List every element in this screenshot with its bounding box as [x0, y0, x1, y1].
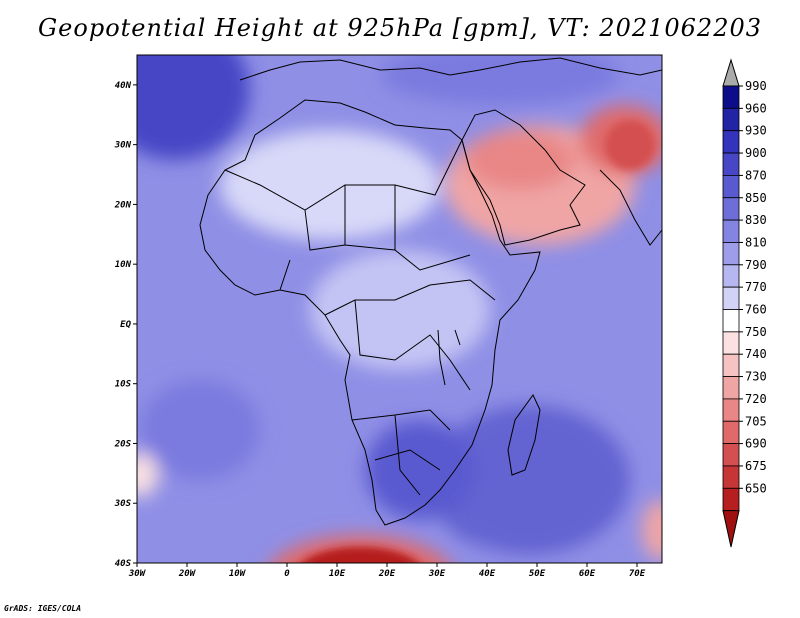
lat-label: EQ: [120, 320, 131, 330]
madagascar-coastline: [507, 394, 541, 476]
borders-north: [224, 139, 471, 271]
longitude-axis: 30W 20W 10W 0 10E 20E 30E 40E 50E 60E 70E: [128, 563, 646, 579]
lat-label: 40N: [115, 81, 132, 91]
colorbar-swatch: [722, 219, 740, 243]
colorbar-label: 705: [745, 414, 767, 428]
band-south-indian: [430, 405, 630, 555]
lat-label: 30N: [114, 141, 132, 151]
colorbar-swatch: [722, 130, 740, 154]
colorbar-label: 960: [745, 101, 767, 115]
colorbar-label: 770: [745, 280, 767, 294]
colorbar-swatch: [722, 242, 740, 266]
lat-label: 20N: [114, 200, 132, 210]
central-africa: [310, 250, 490, 370]
southern-ocean-core: [301, 547, 419, 563]
lon-label: 10W: [229, 569, 247, 579]
band-south-atlantic: [140, 380, 260, 480]
se-edge-low: [642, 500, 662, 560]
lat-label: 20S: [114, 439, 132, 449]
colorbar-swatch: [722, 443, 740, 467]
sahara-plateau: [220, 130, 440, 240]
lat-label: 30S: [114, 499, 132, 509]
colorbar-label: 850: [745, 191, 767, 205]
colorbar-swatch: [722, 420, 740, 445]
india-coastline: [599, 169, 662, 246]
borders-south: [351, 409, 451, 496]
sw-edge-low: [137, 453, 158, 497]
low-northwest: [137, 55, 250, 160]
colorbar-swatch: [722, 353, 740, 377]
colorbar-swatch: [722, 487, 740, 512]
colorbar-label: 690: [745, 437, 767, 451]
lat-label: 10N: [115, 260, 132, 270]
colorbar-top-arrow: [722, 58, 740, 87]
colorbar-label: 760: [745, 303, 767, 317]
lat-label: 40S: [115, 559, 132, 569]
colorbar-bottom-arrow: [722, 510, 740, 548]
africa-coastline: [199, 99, 541, 526]
credit-text: GrADS: IGES/COLA: [4, 604, 82, 613]
map-frame: [136, 54, 663, 564]
colorbar-swatch: [722, 85, 740, 109]
colorbar-swatch: [722, 197, 740, 221]
colorbar-swatch: [722, 264, 740, 288]
geopotential-field: [137, 55, 662, 563]
colorbar-label: 675: [745, 459, 767, 473]
high-southern-africa: [365, 420, 475, 520]
colorbar-label: 810: [745, 235, 767, 249]
latitude-axis: 40N 30N 20N 10N EQ 10S 20S 30S 40S: [114, 81, 137, 569]
coastlines-and-borders: [199, 57, 662, 526]
colorbar-swatch: [722, 398, 740, 422]
lon-label: 30E: [428, 569, 446, 579]
lon-label: 0: [284, 569, 290, 579]
colorbar-label: 830: [745, 213, 767, 227]
lon-label: 70E: [629, 569, 646, 579]
lon-label: 20W: [178, 569, 197, 579]
europe-coastline: [239, 57, 662, 81]
rift-lakes: [437, 329, 461, 386]
borders-central: [279, 259, 496, 391]
colorbar-label: 900: [745, 146, 767, 160]
colorbar-label: 740: [745, 347, 767, 361]
lon-label: 20E: [378, 569, 396, 579]
lon-label: 10E: [329, 569, 346, 579]
colorbar-label: 650: [745, 481, 767, 495]
colorbar-swatch: [722, 107, 740, 132]
colorbar-swatch: [722, 465, 740, 489]
gulf-low: [465, 130, 575, 190]
thar-core: [605, 120, 655, 170]
colorbar-swatch: [722, 286, 740, 310]
chart-title: Geopotential Height at 925hPa [gpm], VT:…: [38, 14, 762, 42]
colorbar-label: 990: [745, 79, 767, 93]
colorbar-swatch: [722, 309, 740, 333]
lon-label: 30W: [128, 569, 147, 579]
colorbar-swatch: [722, 174, 740, 199]
colorbar-swatch: [722, 152, 740, 176]
colorbar-label: 870: [745, 168, 767, 182]
lat-label: 10S: [115, 380, 132, 390]
colorbar: 990 960 930 900 870 850 830 810 790 770 760 750 740 7…: [722, 58, 767, 548]
lon-label: 60E: [579, 569, 596, 579]
colorbar-label: 790: [745, 258, 767, 272]
colorbar-swatch: [722, 331, 740, 355]
arabia-coastline: [461, 109, 586, 246]
lon-label: 50E: [529, 569, 546, 579]
colorbar-swatch: [722, 376, 740, 400]
colorbar-label: 750: [745, 325, 767, 339]
band-north-east: [380, 55, 620, 105]
colorbar-label: 720: [745, 392, 767, 406]
colorbar-label: 930: [745, 124, 767, 138]
lon-label: 40E: [479, 569, 496, 579]
colorbar-label: 730: [745, 370, 767, 384]
